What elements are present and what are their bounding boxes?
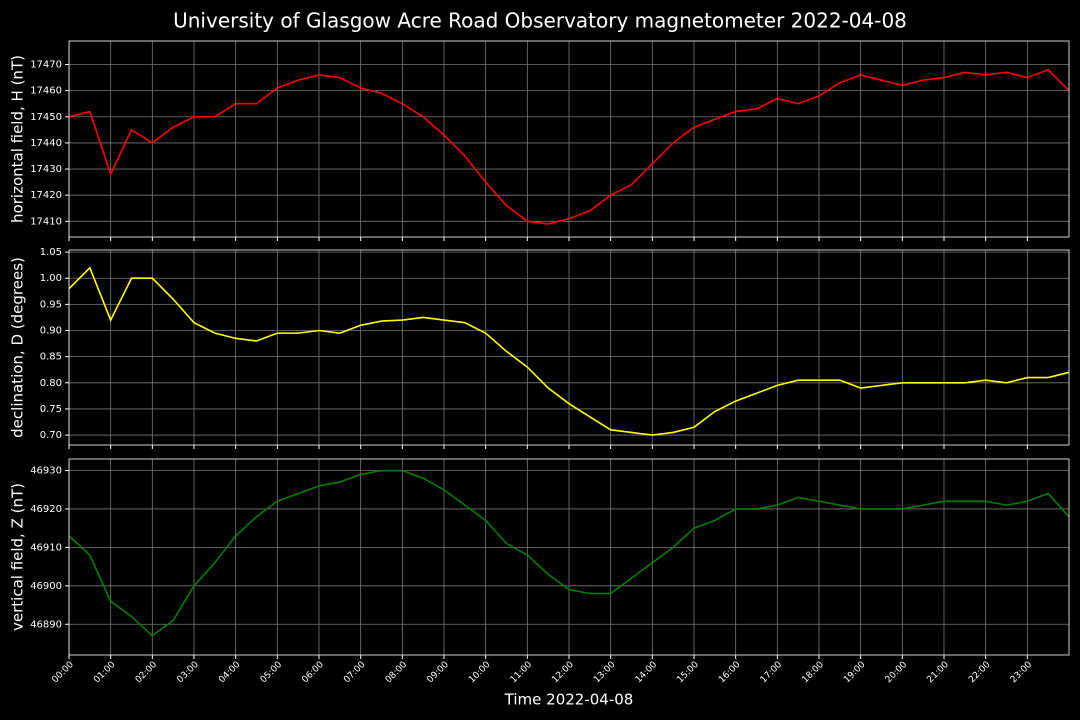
y-tick-label: 17440 (30, 138, 62, 149)
y-tick-label: 0.70 (40, 430, 62, 441)
plot-frame (68, 249, 1070, 446)
chart-title: University of Glasgow Acre Road Observat… (173, 9, 907, 33)
y-tick-label: 17450 (30, 112, 62, 123)
y-tick-label: 17460 (30, 86, 62, 97)
plot-frame (68, 40, 1070, 238)
plot-frame (68, 458, 1070, 656)
y-tick-label: 0.80 (40, 378, 62, 389)
y-tick-label: 46930 (30, 466, 62, 477)
y-axis-label: horizontal field, H (nT) (9, 55, 27, 223)
data-line (68, 469, 1070, 637)
y-tick-label: 46900 (30, 581, 62, 592)
y-tick-label: 46890 (30, 619, 62, 630)
y-tick-label: 46920 (30, 504, 62, 515)
y-axis-label: vertical field, Z (nT) (9, 483, 27, 631)
data-line (68, 266, 1070, 436)
data-line (68, 68, 1070, 225)
y-tick-label: 1.00 (40, 273, 62, 284)
y-tick-label: 0.85 (40, 352, 62, 363)
y-tick-label: 17430 (30, 164, 62, 175)
y-tick-label: 17420 (30, 190, 62, 201)
y-tick-label: 0.90 (40, 326, 62, 337)
y-tick-label: 46910 (30, 542, 62, 553)
y-tick-label: 17470 (30, 60, 62, 71)
y-tick-label: 0.75 (40, 404, 62, 415)
y-tick-label: 1.05 (40, 247, 62, 258)
y-tick-label: 17410 (30, 216, 62, 227)
x-axis-label: Time 2022-04-08 (504, 691, 634, 709)
y-axis-label: declination, D (degrees) (9, 257, 27, 438)
y-tick-label: 0.95 (40, 299, 62, 310)
